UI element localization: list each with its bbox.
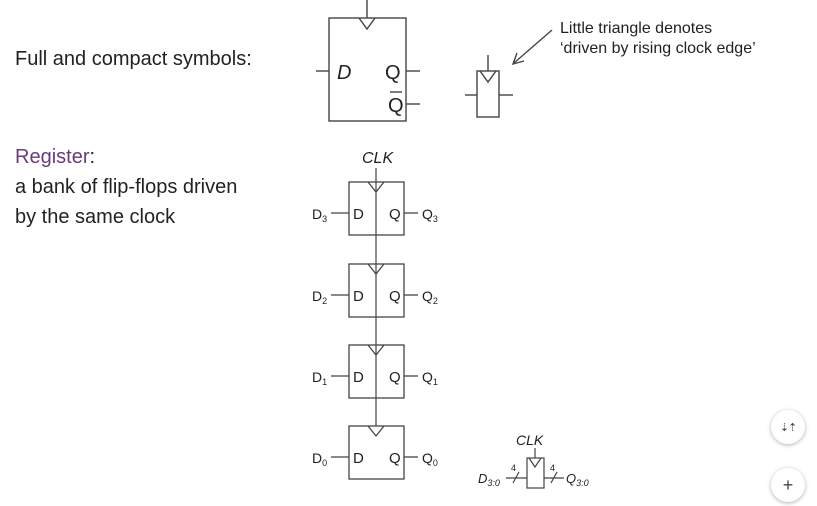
register-input-label: D2 <box>312 288 327 306</box>
register-output-label: Q3 <box>422 206 438 224</box>
register-clock-triangle <box>367 181 385 194</box>
compact-register-out-slash <box>550 471 558 484</box>
register-title: Register: <box>15 146 95 169</box>
compact-flipflop-symbol <box>465 55 513 118</box>
register-output-subscript: 2 <box>433 296 438 306</box>
register-output-main: Q <box>422 206 433 222</box>
register-input-subscript: 2 <box>322 296 327 306</box>
register-input-main: D <box>312 206 322 222</box>
compact-register-in-label: D3:0 <box>478 471 500 488</box>
full-qbar-pin: Q <box>388 95 404 117</box>
register-input-label: D0 <box>312 450 327 468</box>
register-input-subscript: 3 <box>322 214 327 224</box>
register-q-pin: Q <box>389 369 401 386</box>
collapse-button[interactable]: ⇣⇡ <box>771 410 805 444</box>
register-input-main: D <box>312 288 322 304</box>
compact-clock-triangle <box>479 70 497 84</box>
note-line2: ‘driven by rising clock edge’ <box>560 40 756 57</box>
compact-register-in-width: 4 <box>511 463 516 473</box>
register-clock-triangle <box>367 344 385 357</box>
register-input-main: D <box>312 450 322 466</box>
register-title-colon: : <box>89 146 96 168</box>
register-input-subscript: 0 <box>322 458 327 468</box>
full-q-pin: Q <box>385 62 401 84</box>
register-flipflop-box <box>348 263 405 318</box>
compact-register-in-main: D <box>478 471 487 486</box>
full-flipflop-symbol <box>316 0 420 122</box>
compact-register-out-width: 4 <box>550 463 555 473</box>
register-input-label: D3 <box>312 206 327 224</box>
compact-register-out-main: Q <box>566 471 576 486</box>
register-output-subscript: 1 <box>433 377 438 387</box>
register-output-main: Q <box>422 369 433 385</box>
register-d-pin: D <box>353 369 364 386</box>
register-output-main: Q <box>422 288 433 304</box>
register-output-label: Q2 <box>422 288 438 306</box>
register-d-pin: D <box>353 450 364 467</box>
register-q-pin: Q <box>389 450 401 467</box>
register-title-word: Register <box>15 146 90 168</box>
register-clock-triangle <box>367 263 385 276</box>
compact-register-in-slash <box>512 471 520 484</box>
register-flipflop-box <box>348 181 405 236</box>
register-q-pin: Q <box>389 206 401 223</box>
register-input-main: D <box>312 369 322 385</box>
compact-register-out-sub: 3:0 <box>576 478 589 488</box>
register-d-pin: D <box>353 206 364 223</box>
compact-register-box <box>526 457 545 489</box>
zoom-in-button[interactable]: + <box>771 468 805 502</box>
register-output-subscript: 3 <box>433 214 438 224</box>
compact-register-clock-triangle <box>528 457 542 469</box>
compact-register-in-sub: 3:0 <box>487 478 500 488</box>
register-input-subscript: 1 <box>322 377 327 387</box>
register-output-label: Q0 <box>422 450 438 468</box>
register-flipflop-box <box>348 425 405 480</box>
note-arrow-line <box>513 29 553 64</box>
register-input-label: D1 <box>312 369 327 387</box>
register-desc-line2: by the same clock <box>15 206 176 228</box>
compact-register-symbol <box>506 448 564 489</box>
full-clock-triangle <box>358 17 376 31</box>
compact-register-out-label: Q3:0 <box>566 471 589 488</box>
register-output-main: Q <box>422 450 433 466</box>
register-output-label: Q1 <box>422 369 438 387</box>
note-line1: Little triangle denotes <box>560 20 713 37</box>
register-output-subscript: 0 <box>433 458 438 468</box>
register-q-pin: Q <box>389 288 401 305</box>
compact-register-clk-label: CLK <box>516 432 544 448</box>
register-desc-line1: a bank of flip-flops driven <box>15 176 238 198</box>
compact-flipflop-box <box>476 70 500 118</box>
full-compact-label: Full and compact symbols: <box>15 48 252 70</box>
register-flipflop-box <box>348 344 405 399</box>
register-clock-triangle <box>367 425 385 438</box>
note-arrowhead <box>511 52 525 66</box>
full-d-pin: D <box>337 62 351 84</box>
register-d-pin: D <box>353 288 364 305</box>
register-clk-label: CLK <box>362 150 394 167</box>
